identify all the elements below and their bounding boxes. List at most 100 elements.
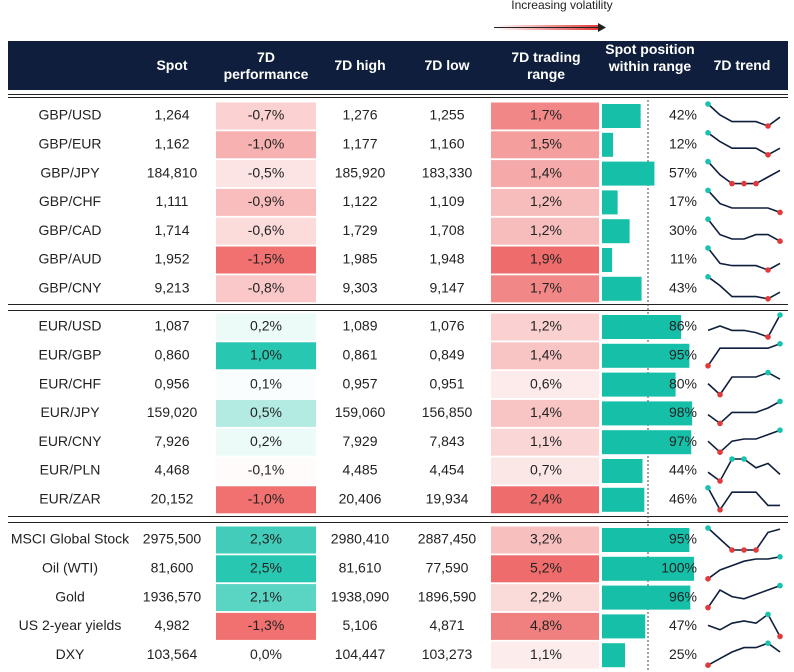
position-bar bbox=[602, 161, 655, 186]
performance: -1,5% bbox=[248, 251, 285, 267]
trend-low bbox=[765, 267, 771, 273]
performance-cell bbox=[216, 160, 316, 188]
range: 0,7% bbox=[530, 462, 562, 478]
high: 1,122 bbox=[342, 193, 377, 209]
spot: 0,860 bbox=[154, 347, 189, 363]
performance: -1,0% bbox=[248, 136, 285, 152]
range: 5,2% bbox=[530, 560, 562, 576]
performance-cell bbox=[216, 584, 316, 612]
range-cell bbox=[491, 457, 599, 485]
trend-high bbox=[777, 427, 783, 434]
range: 1,2% bbox=[530, 318, 562, 334]
position-bar bbox=[602, 315, 682, 339]
performance: -0,6% bbox=[248, 222, 285, 238]
position: 47% bbox=[669, 617, 697, 633]
low: 19,934 bbox=[426, 491, 469, 507]
high: 1,177 bbox=[342, 136, 377, 152]
range-cell bbox=[491, 313, 599, 341]
spot: 1,714 bbox=[154, 222, 189, 238]
trend-line bbox=[707, 429, 781, 454]
position: 25% bbox=[669, 646, 697, 662]
performance-cell bbox=[216, 313, 316, 341]
position-bar bbox=[602, 528, 690, 552]
performance: -0,5% bbox=[248, 164, 285, 180]
spot: 1,111 bbox=[156, 193, 189, 209]
range-cell bbox=[491, 275, 599, 303]
performance: 2,3% bbox=[250, 531, 282, 547]
spot: 20,152 bbox=[151, 491, 194, 507]
range: 1,5% bbox=[530, 136, 562, 152]
row-label: Oil (WTI) bbox=[42, 560, 98, 576]
low: 1,948 bbox=[429, 251, 464, 267]
trend-low bbox=[753, 547, 759, 553]
trend-low bbox=[765, 334, 771, 340]
trend-high bbox=[777, 582, 783, 589]
row-label: GBP/CHF bbox=[39, 193, 101, 209]
position-bar bbox=[602, 459, 643, 483]
spot: 9,213 bbox=[154, 280, 189, 296]
position-bar bbox=[602, 343, 690, 368]
high: 20,406 bbox=[339, 491, 382, 507]
column-header: Spot bbox=[156, 57, 188, 73]
row-label: MSCI Global Stock bbox=[11, 531, 130, 547]
row-label: US 2-year yields bbox=[19, 617, 122, 633]
range-cell bbox=[491, 160, 599, 188]
performance-cell bbox=[216, 555, 316, 583]
trend-line bbox=[707, 556, 781, 580]
row-label: EUR/JPY bbox=[40, 404, 100, 420]
trend-low bbox=[765, 152, 771, 158]
high: 7,929 bbox=[342, 433, 377, 449]
range: 1,9% bbox=[530, 251, 562, 267]
trend-high bbox=[777, 312, 783, 318]
high: 0,861 bbox=[342, 347, 377, 363]
trend-low bbox=[705, 576, 711, 582]
range-cell bbox=[491, 526, 599, 554]
row-label: EUR/CHF bbox=[39, 375, 101, 391]
spot: 1,087 bbox=[154, 318, 189, 334]
position-bar bbox=[602, 401, 693, 426]
high: 0,957 bbox=[342, 375, 377, 391]
trend-line bbox=[707, 189, 781, 214]
spot: 4,468 bbox=[154, 462, 189, 478]
trend-high bbox=[765, 369, 771, 376]
position-bar bbox=[602, 487, 645, 512]
performance-cell bbox=[216, 526, 316, 554]
range-cell bbox=[491, 246, 599, 274]
position: 17% bbox=[669, 193, 697, 209]
trend-low bbox=[717, 449, 723, 456]
position: 80% bbox=[669, 375, 697, 391]
range-cell bbox=[491, 131, 599, 159]
low: 1,109 bbox=[429, 193, 464, 209]
range: 2,4% bbox=[530, 491, 562, 507]
trend-line bbox=[707, 584, 781, 609]
spot: 81,600 bbox=[151, 560, 194, 576]
position: 86% bbox=[669, 318, 697, 334]
performance: 0,1% bbox=[250, 375, 282, 391]
spot: 1,264 bbox=[154, 107, 189, 123]
row-label: EUR/PLN bbox=[40, 462, 101, 478]
position: 95% bbox=[669, 531, 697, 547]
position: 57% bbox=[669, 164, 697, 180]
high: 1,729 bbox=[342, 222, 377, 238]
low: 1,076 bbox=[429, 318, 464, 334]
high: 5,106 bbox=[342, 617, 377, 633]
column-header: 7D trend bbox=[713, 57, 771, 73]
high: 1,276 bbox=[342, 107, 377, 123]
position: 98% bbox=[669, 404, 697, 420]
performance-cell bbox=[216, 342, 316, 370]
trend-line bbox=[707, 218, 781, 242]
position-bar bbox=[602, 248, 613, 272]
range-cell bbox=[491, 486, 599, 514]
position: 30% bbox=[669, 222, 697, 238]
column-header: 7D trading range bbox=[511, 48, 581, 82]
trend-high bbox=[705, 274, 711, 280]
low: 183,330 bbox=[422, 164, 473, 180]
trend-high bbox=[765, 640, 771, 646]
position: 97% bbox=[669, 433, 697, 449]
trend-high bbox=[741, 456, 747, 462]
trend-low bbox=[729, 547, 735, 553]
low: 4,454 bbox=[429, 462, 464, 478]
spot: 1936,570 bbox=[143, 588, 202, 604]
trend-low bbox=[753, 180, 759, 187]
performance-cell bbox=[216, 399, 316, 427]
